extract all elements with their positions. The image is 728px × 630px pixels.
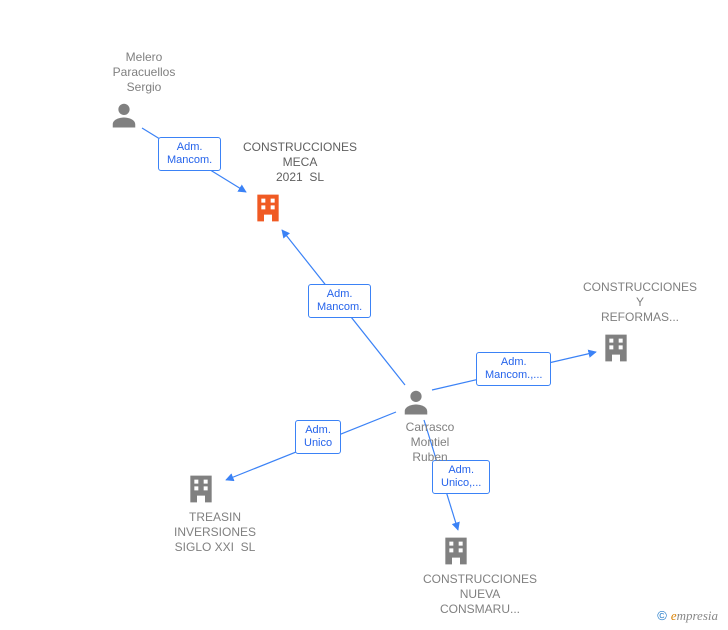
node-icon-melero-wrap[interactable] bbox=[109, 100, 139, 130]
person-icon bbox=[401, 387, 431, 417]
node-label-cyr: CONSTRUCCIONES Y REFORMAS... bbox=[550, 280, 728, 325]
node-label-meca: CONSTRUCCIONES MECA 2021 SL bbox=[210, 140, 390, 185]
building-icon bbox=[185, 473, 217, 505]
node-icon-cyr-wrap[interactable] bbox=[600, 332, 632, 364]
node-label-carrasco: Carrasco Montiel Ruben bbox=[370, 420, 490, 465]
node-melero[interactable]: Melero Paracuellos Sergio bbox=[84, 50, 204, 95]
node-consmaru[interactable]: CONSTRUCCIONES NUEVA CONSMARU... bbox=[390, 572, 570, 617]
diagram-canvas: Adm. Mancom. Adm. Mancom. Adm. Mancom.,.… bbox=[0, 0, 728, 630]
edge-label-carrasco-treasin: Adm. Unico bbox=[295, 420, 341, 454]
building-icon bbox=[600, 332, 632, 364]
building-icon bbox=[252, 192, 284, 224]
edge-label-carrasco-consmaru: Adm. Unico,... bbox=[432, 460, 490, 494]
person-icon bbox=[109, 100, 139, 130]
node-icon-carrasco-wrap[interactable] bbox=[401, 387, 431, 417]
node-meca[interactable]: CONSTRUCCIONES MECA 2021 SL bbox=[210, 140, 390, 185]
brand-rest: mpresia bbox=[677, 608, 718, 623]
node-label-consmaru: CONSTRUCCIONES NUEVA CONSMARU... bbox=[390, 572, 570, 617]
edge-label-carrasco-meca: Adm. Mancom. bbox=[308, 284, 371, 318]
node-label-melero: Melero Paracuellos Sergio bbox=[84, 50, 204, 95]
node-carrasco[interactable]: Carrasco Montiel Ruben bbox=[370, 420, 490, 465]
copyright-symbol: © bbox=[657, 608, 667, 623]
node-treasin[interactable]: TREASIN INVERSIONES SIGLO XXI SL bbox=[135, 510, 295, 555]
node-cyr[interactable]: CONSTRUCCIONES Y REFORMAS... bbox=[550, 280, 728, 325]
copyright: ©empresia bbox=[657, 608, 718, 624]
building-icon bbox=[440, 535, 472, 567]
node-icon-treasin-wrap[interactable] bbox=[185, 473, 217, 505]
node-icon-meca-wrap[interactable] bbox=[252, 192, 284, 224]
node-icon-consmaru-wrap[interactable] bbox=[440, 535, 472, 567]
node-label-treasin: TREASIN INVERSIONES SIGLO XXI SL bbox=[135, 510, 295, 555]
edge-label-carrasco-cyr: Adm. Mancom.,... bbox=[476, 352, 551, 386]
